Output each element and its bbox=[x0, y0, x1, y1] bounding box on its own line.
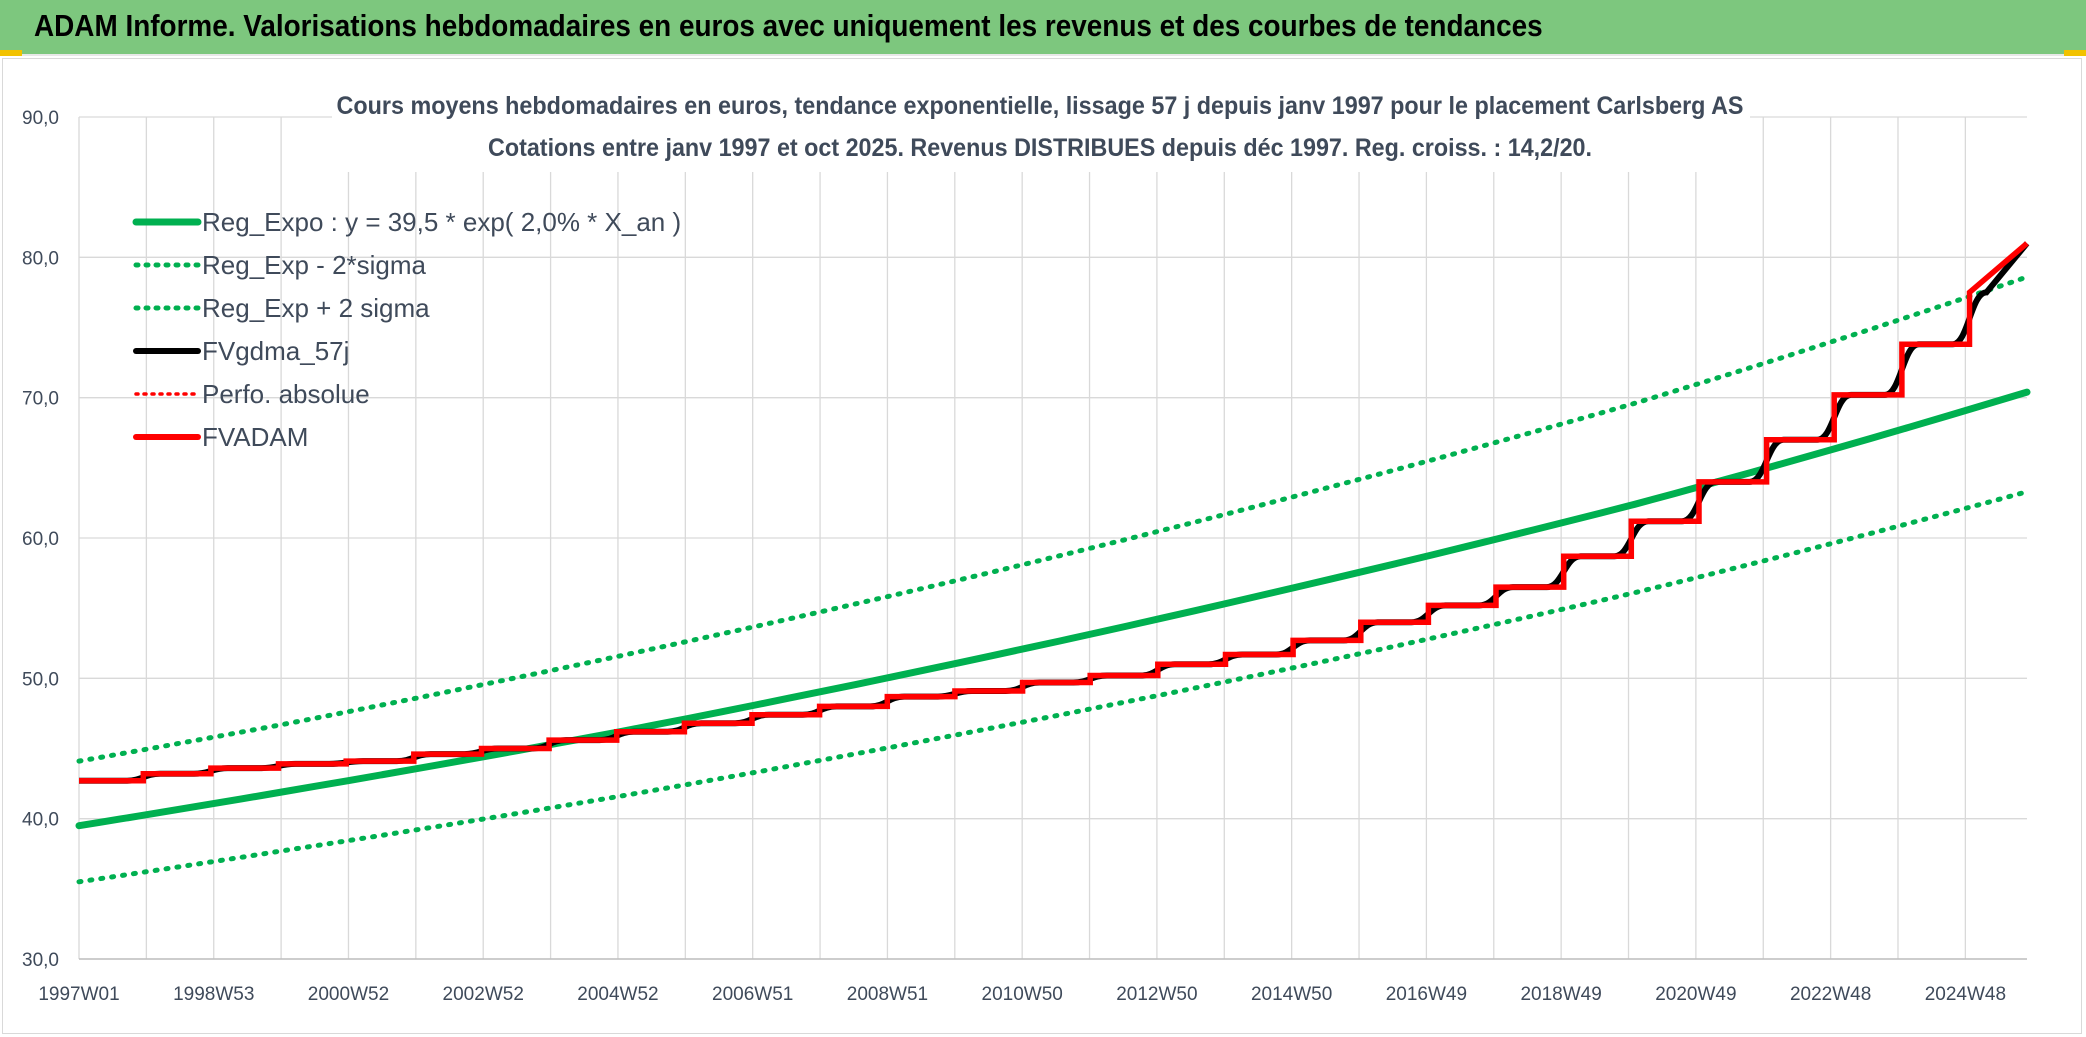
x-tick-label: 2018W49 bbox=[1520, 984, 1601, 1005]
x-tick-label: 2024W48 bbox=[1925, 984, 2006, 1005]
legend-label: Reg_Expo : y = 39,5 * exp( 2,0% * X_an ) bbox=[202, 207, 681, 237]
x-tick-label: 1997W01 bbox=[38, 984, 119, 1005]
x-tick-label: 2004W52 bbox=[577, 984, 658, 1005]
y-tick-label: 50,0 bbox=[22, 669, 59, 690]
y-tick-label: 90,0 bbox=[22, 108, 59, 129]
x-tick-label: 2020W49 bbox=[1655, 984, 1736, 1005]
legend-label: FVgdma_57j bbox=[202, 336, 349, 366]
y-tick-label: 40,0 bbox=[22, 810, 59, 831]
series-reg-expo bbox=[75, 388, 2031, 830]
y-tick-label: 80,0 bbox=[22, 248, 59, 269]
legend-label: Perfo. absolue bbox=[202, 379, 370, 409]
x-tick-label: 2008W51 bbox=[847, 984, 928, 1005]
x-tick-label: 2000W52 bbox=[308, 984, 389, 1005]
grid bbox=[78, 116, 2027, 960]
y-tick-label: 30,0 bbox=[22, 950, 59, 971]
chart-subtitle: Cotations entre janv 1997 et oct 2025. R… bbox=[488, 134, 1592, 162]
x-tick-label: 2022W48 bbox=[1790, 984, 1871, 1005]
series-reg-exp-plus-2sigma bbox=[76, 274, 2030, 764]
title-banner: ADAM Informe. Valorisations hebdomadaire… bbox=[0, 0, 2086, 56]
legend-label: FVADAM bbox=[202, 422, 308, 452]
x-tick-label: 2014W50 bbox=[1251, 984, 1332, 1005]
x-tick-label: 2010W50 bbox=[982, 984, 1063, 1005]
legend: Reg_Expo : y = 39,5 * exp( 2,0% * X_an )… bbox=[132, 207, 681, 452]
chart-title: Cours moyens hebdomadaires en euros, ten… bbox=[337, 92, 1744, 120]
axes: 30,0 40,0 50,0 60,0 70,0 80,0 90,0 1997W01 1998W… bbox=[22, 108, 2027, 1005]
series-fvgdma-57j bbox=[79, 241, 2030, 784]
title-background bbox=[332, 90, 1750, 172]
x-tick-label: 2016W49 bbox=[1386, 984, 1467, 1005]
y-tick-label: 60,0 bbox=[22, 529, 59, 550]
series-layer bbox=[75, 241, 2031, 885]
report-title: ADAM Informe. Valorisations hebdomadaire… bbox=[34, 8, 1543, 43]
chart-frame bbox=[2, 58, 2082, 1034]
legend-label: Reg_Exp + 2 sigma bbox=[202, 293, 430, 323]
x-tick-label: 1998W53 bbox=[173, 984, 254, 1005]
series-fvadam bbox=[79, 241, 2029, 784]
x-tick-label: 2012W50 bbox=[1116, 984, 1197, 1005]
y-tick-label: 70,0 bbox=[22, 389, 59, 410]
legend-label: Reg_Exp - 2*sigma bbox=[202, 250, 427, 280]
x-tick-label: 2006W51 bbox=[712, 984, 793, 1005]
corner-marker-right bbox=[2064, 50, 2086, 56]
x-tick-label: 2002W52 bbox=[443, 984, 524, 1005]
corner-marker-left bbox=[0, 50, 22, 56]
series-reg-exp-minus-2sigma bbox=[76, 489, 2030, 885]
